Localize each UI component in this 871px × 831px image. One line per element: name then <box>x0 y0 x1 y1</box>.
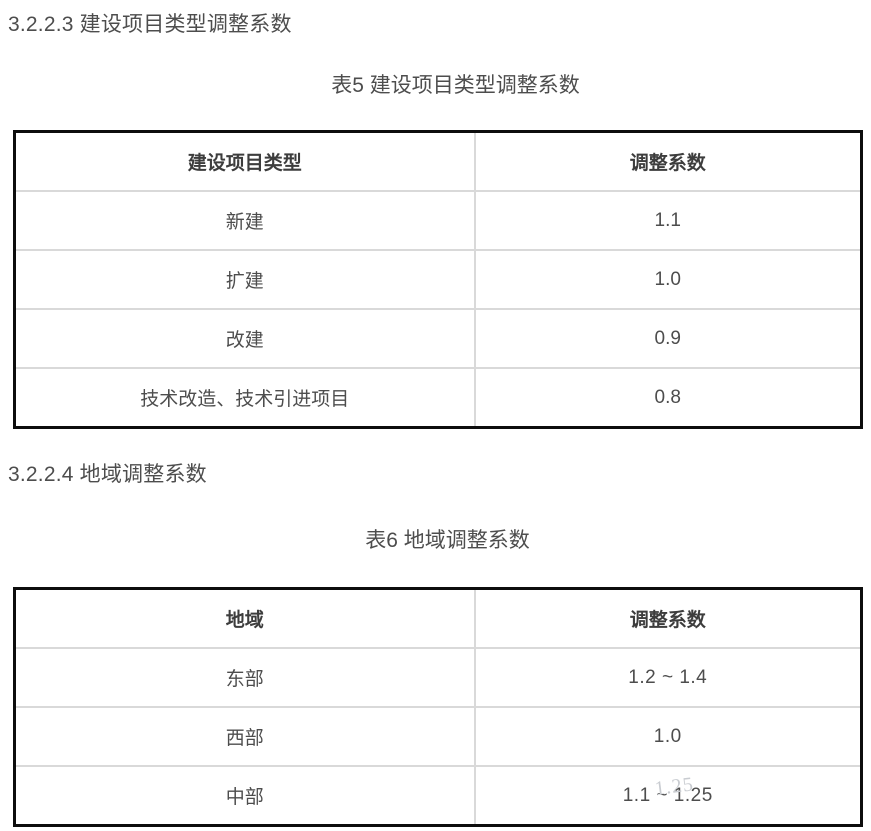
table-row: 新建 1.1 <box>14 191 862 251</box>
cell-coefficient: 1.1 ~ 1.25 <box>622 784 713 806</box>
cell-project-type: 技术改造、技术引进项目 <box>14 368 476 428</box>
table-row: 改建 0.9 <box>14 309 862 369</box>
cell-coefficient: 1.2 ~ 1.4 <box>474 648 862 708</box>
cell-coefficient: 1.1 <box>474 191 862 251</box>
table-row: 西部 1.0 <box>14 707 862 767</box>
cell-coefficient: 0.9 <box>474 309 862 369</box>
section-heading-3-2-2-3: 3.2.2.3 建设项目类型调整系数 <box>8 13 292 36</box>
cell-region: 中部 <box>14 766 476 826</box>
table-header-row: 地域 调整系数 <box>14 588 862 649</box>
cell-project-type: 扩建 <box>14 250 476 310</box>
table-caption-table5: 表5 建设项目类型调整系数 <box>331 74 580 97</box>
cell-region: 西部 <box>14 707 476 767</box>
table-6-region-coefficients: 地域 调整系数 东部 1.2 ~ 1.4 西部 1.0 中部 1.1 ~ 1.2… <box>13 587 863 827</box>
column-header-project-type: 建设项目类型 <box>14 131 476 192</box>
table-5-project-type-coefficients: 建设项目类型 调整系数 新建 1.1 扩建 1.0 改建 0.9 技术改造、技术… <box>13 130 863 429</box>
table-row: 东部 1.2 ~ 1.4 <box>14 648 862 708</box>
cell-coefficient: 1.0 <box>474 707 862 767</box>
table-row: 技术改造、技术引进项目 0.8 <box>14 368 862 428</box>
column-header-region: 地域 <box>14 588 476 649</box>
column-header-coefficient: 调整系数 <box>474 131 862 192</box>
cell-project-type: 新建 <box>14 191 476 251</box>
table-caption-table6: 表6 地域调整系数 <box>365 529 530 552</box>
cell-project-type: 改建 <box>14 309 476 369</box>
table-row: 扩建 1.0 <box>14 250 862 310</box>
cell-coefficient: 0.8 <box>654 386 681 408</box>
column-header-coefficient: 调整系数 <box>474 588 862 649</box>
cell-coefficient: 1.0 <box>474 250 862 310</box>
table-row: 中部 1.1 ~ 1.25 <box>14 766 862 826</box>
section-heading-3-2-2-4: 3.2.2.4 地域调整系数 <box>8 463 207 486</box>
table-header-row: 建设项目类型 调整系数 <box>14 131 862 192</box>
cell-region: 东部 <box>14 648 476 708</box>
